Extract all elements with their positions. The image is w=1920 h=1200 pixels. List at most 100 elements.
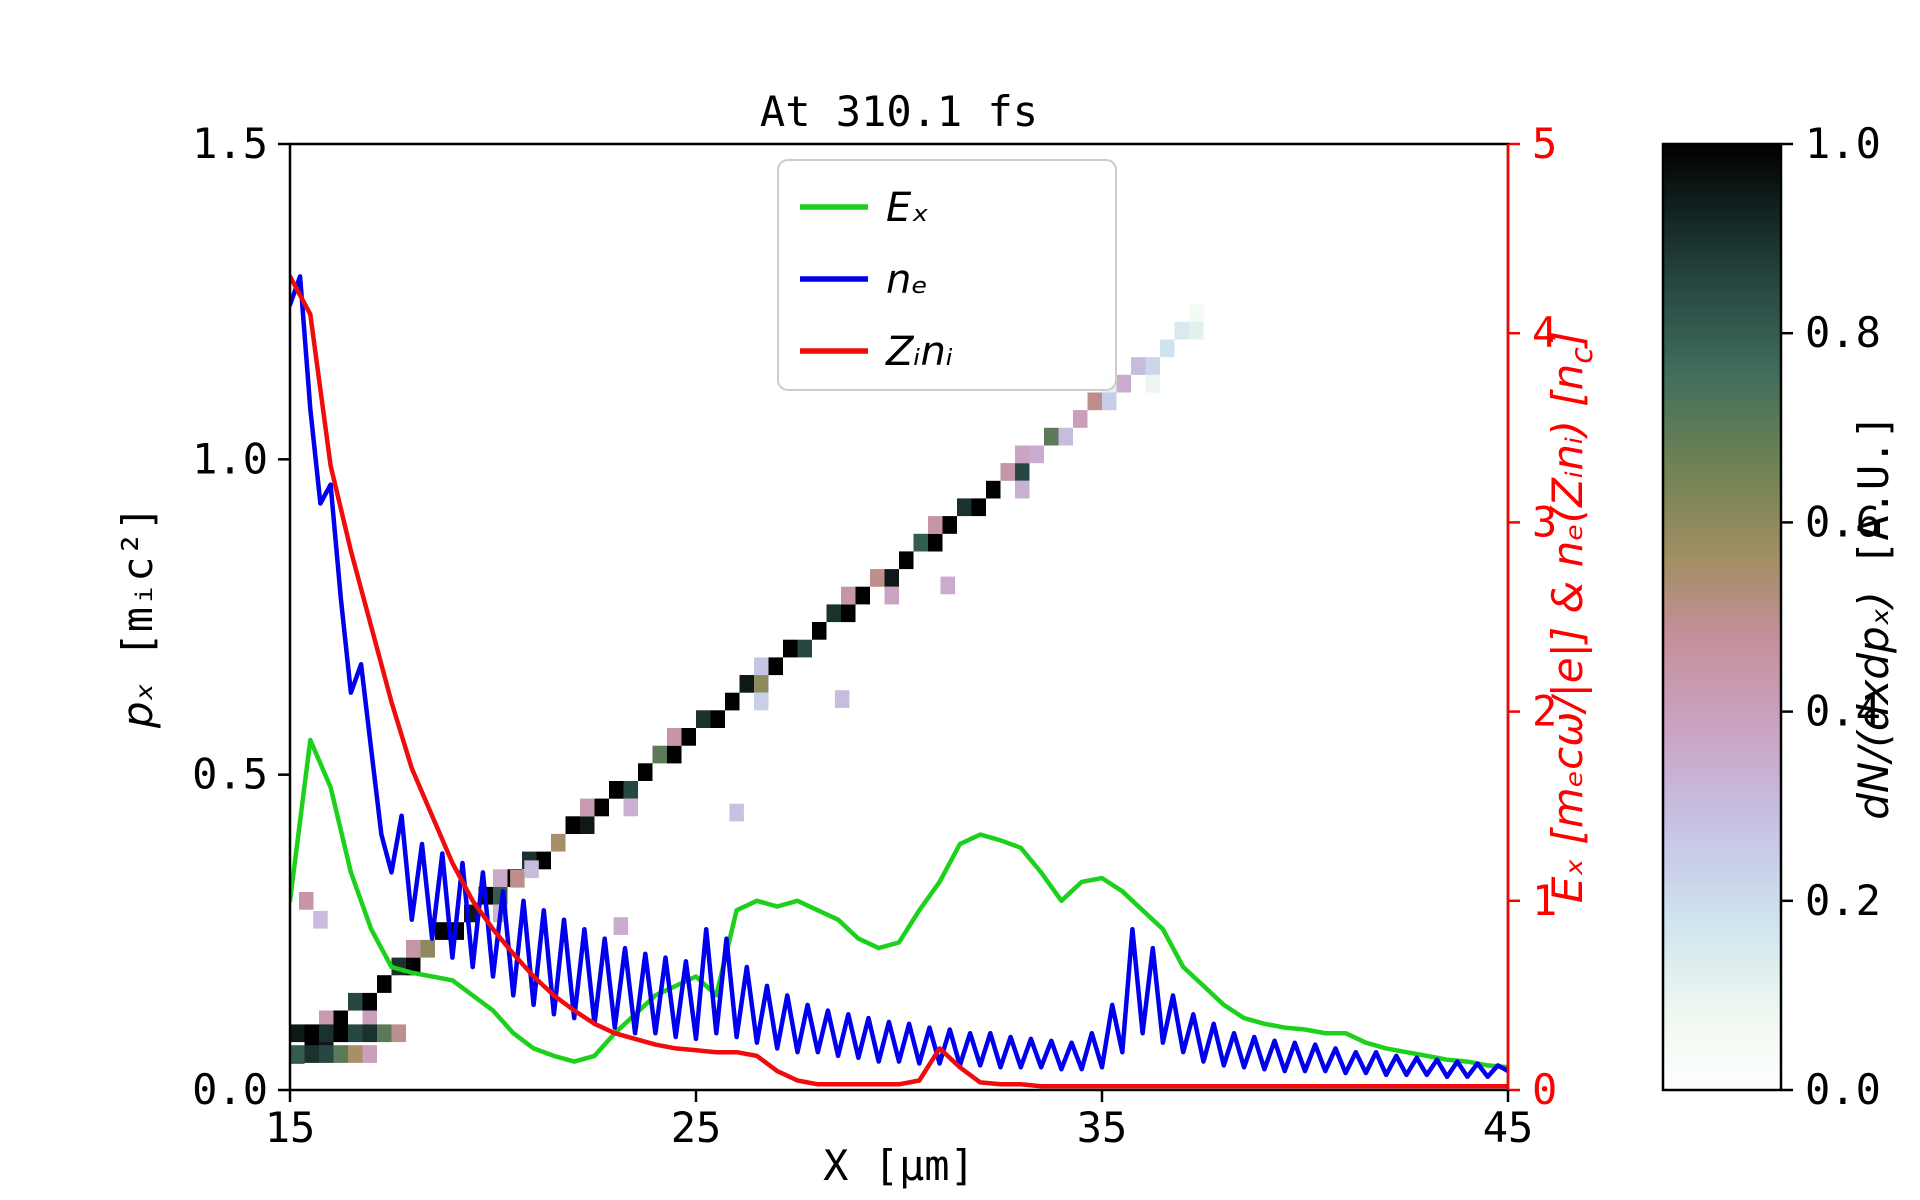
x-tick-label: 35 (1077, 1103, 1128, 1152)
colorbar-tick-label: 0.6 (1805, 497, 1881, 546)
heatmap-band-cell (681, 728, 696, 746)
series-line-Zi-ni (290, 274, 1508, 1089)
heatmap-band-cell (725, 692, 740, 711)
heatmap-band-cell (928, 516, 943, 534)
heatmap-band-cell (609, 781, 624, 799)
heatmap-band-cell (420, 939, 435, 958)
heatmap-band-cell (783, 639, 798, 658)
legend-box (777, 159, 1117, 391)
heatmap-band-cell (884, 586, 899, 605)
colorbar-tick-label: 0.0 (1805, 1065, 1881, 1114)
heatmap-band-cell (768, 657, 783, 676)
colorbar-tick-label: 0.8 (1805, 308, 1881, 357)
heatmap-band-cell (362, 992, 377, 1011)
heatmap-band-cell (333, 1010, 348, 1029)
y-left-label-unit: [mᵢc²] (113, 506, 162, 683)
colorbar-label-math: dN/(dxdpₓ) (1849, 591, 1898, 819)
legend-label-2: Zᵢnᵢ (885, 329, 953, 375)
heatmap-band-cell (1116, 374, 1131, 393)
heatmap-band-cell (623, 781, 638, 799)
plot-title: At 310.1 fs (760, 87, 1038, 136)
heatmap-row-cell (304, 1045, 319, 1063)
heatmap-band-cell (623, 798, 638, 817)
heatmap-band-cell (406, 939, 421, 958)
heatmap-band-cell (1015, 463, 1030, 481)
line-series-layer (290, 274, 1508, 1089)
heatmap-row-cell (391, 1024, 406, 1043)
y-right-label-post: ] (1543, 331, 1592, 349)
colorbar-gradient-bar (1661, 142, 1783, 1092)
heatmap-band-cell (1160, 339, 1175, 358)
y-right-tick-label: 2 (1532, 687, 1557, 736)
heatmap-band-cell (493, 869, 508, 887)
heatmap-band-cell (1087, 392, 1102, 411)
heatmap-band-cell (1145, 374, 1160, 393)
y-right-tick-label: 3 (1532, 497, 1557, 546)
series-line-Ex (290, 737, 1508, 1070)
legend-label-0: Eₓ (886, 185, 929, 231)
heatmap-band-cell (710, 710, 725, 728)
heatmap-band-cell (971, 498, 986, 517)
heatmap-band-cell (667, 728, 682, 746)
heatmap-band-cell (841, 586, 856, 605)
heatmap-band-cell (435, 922, 450, 940)
heatmap-band-cell (638, 763, 653, 781)
colorbar: 0.0 0.2 0.4 0.6 0.8 1.0 dN/(dxdpₓ) [A.U.] (1661, 119, 1898, 1114)
heatmap-row-cell (319, 1045, 334, 1063)
heatmap-row-cell (362, 1045, 377, 1063)
heatmap-row-cell (377, 1024, 392, 1043)
heatmap-speckle-cell (510, 869, 525, 888)
phase-space-heatmap (290, 304, 1204, 1064)
heatmap-band-cell (870, 569, 885, 587)
heatmap-band-cell (1029, 445, 1044, 464)
legend-items: Eₓ nₑ Zᵢnᵢ (800, 185, 953, 375)
heatmap-band-cell (739, 675, 754, 693)
y-right-label-sub: c (1565, 347, 1600, 364)
heatmap-band-cell (957, 498, 972, 517)
legend-label-1: nₑ (886, 257, 928, 303)
heatmap-band-cell (913, 533, 928, 552)
heatmap-band-cell (1131, 357, 1146, 375)
heatmap-band-cell (1189, 321, 1204, 340)
heatmap-band-cell (884, 569, 899, 587)
heatmap-row-cell (333, 1045, 348, 1063)
heatmap-band-cell (551, 833, 566, 852)
colorbar-label: dN/(dxdpₓ) [A.U.] (1849, 414, 1898, 820)
heatmap-band-cell (754, 675, 769, 693)
heatmap-row-cell (348, 1045, 363, 1063)
heatmap-band-cell (797, 639, 812, 658)
y-right-label-pre: Eₓ [mₑcω/|e|] & nₑ(Zᵢnᵢ) [n (1543, 364, 1592, 903)
x-tick-label: 25 (671, 1103, 722, 1152)
heatmap-band-cell (1000, 463, 1015, 481)
y-right-axis-label: Eₓ [mₑcω/|e|] & nₑ(Zᵢnᵢ) [nc] (1543, 331, 1600, 903)
heatmap-band-cell (826, 604, 841, 623)
heatmap-band-cell (1189, 304, 1204, 322)
heatmap-band-cell (536, 851, 551, 870)
colorbar-label-unit: [A.U.] (1849, 414, 1898, 591)
heatmap-band-cell (652, 745, 667, 764)
x-tick-label: 15 (265, 1103, 316, 1152)
heatmap-row-cell (348, 1024, 363, 1043)
heatmap-band-cell (348, 992, 363, 1011)
heatmap-band-cell (1145, 357, 1160, 375)
heatmap-band-cell (1015, 445, 1030, 464)
heatmap-speckle-cell (524, 860, 539, 879)
y-left-label-math: pₓ (113, 683, 162, 729)
y-left-tick-label: 1.5 (192, 119, 268, 168)
heatmap-speckle-cell (834, 690, 850, 708)
x-tick-label: 45 (1483, 1103, 1534, 1152)
heatmap-band-cell (986, 480, 1001, 499)
heatmap-band-cell (754, 657, 769, 676)
y-left-tick-label: 0.0 (192, 1065, 268, 1114)
y-left-axis-label: pₓ [mᵢc²] (113, 506, 162, 729)
y-left-tick-label: 0.5 (192, 750, 268, 799)
heatmap-band-cell (594, 798, 609, 817)
heatmap-band-cell (1015, 480, 1030, 499)
heatmap-band-cell (696, 710, 711, 728)
colorbar-tick-label: 0.4 (1805, 687, 1881, 736)
y-left-tick-label: 1.0 (192, 434, 268, 483)
heatmap-speckle-cell (729, 803, 744, 822)
heatmap-speckle-cell (940, 576, 955, 595)
